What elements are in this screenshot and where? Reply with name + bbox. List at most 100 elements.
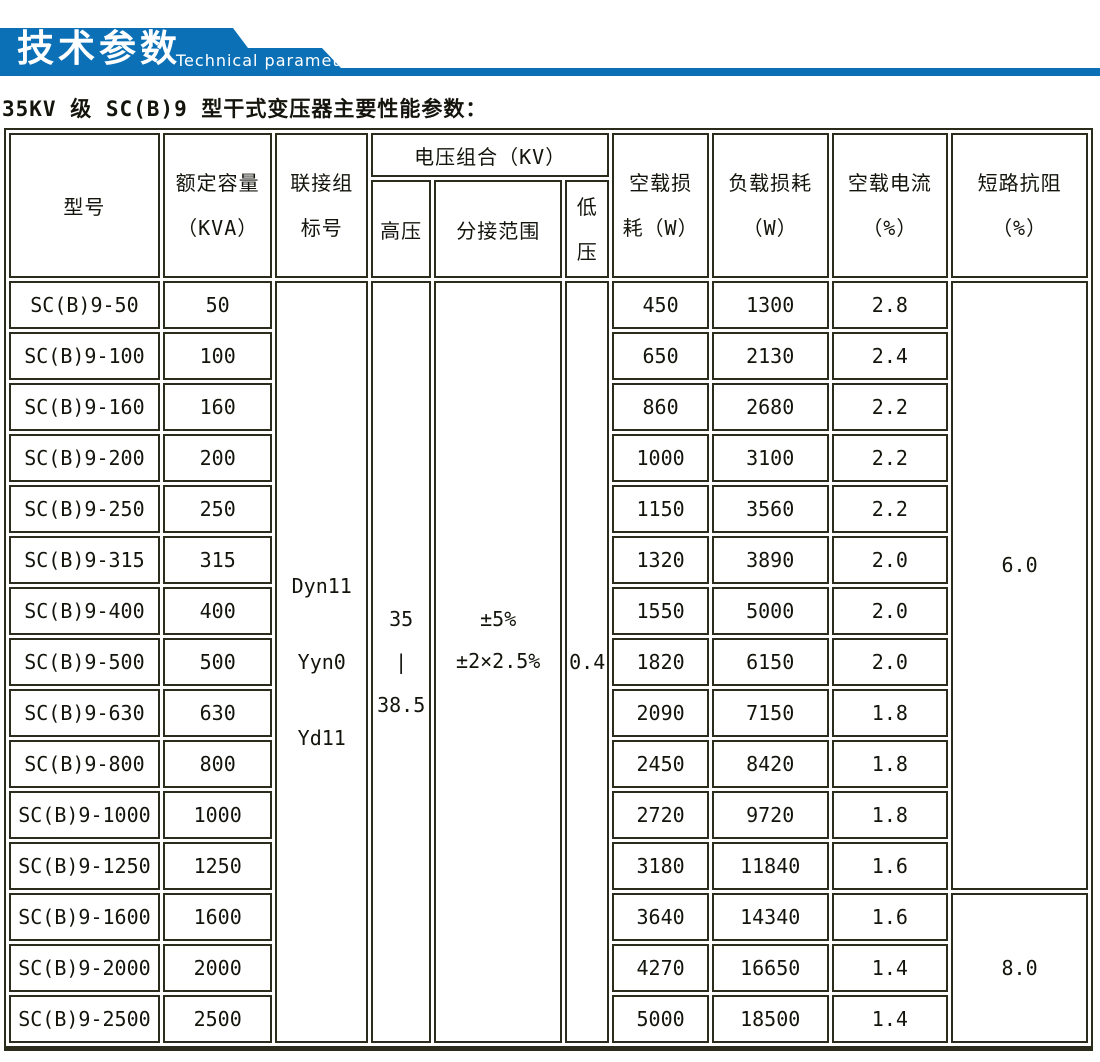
header-no-load-loss-line1: 空载损 [629,171,693,195]
cell-model: SC(B)9-2500 [9,995,160,1043]
cell-impedance: 8.0 [951,893,1088,1043]
spec-table: 型号 额定容量 （KVA） 联接组 标号 电压组合（KV） 空载损 耗（W） 负… [4,128,1093,1051]
table-row: SC(B)9-250 250 1150 3560 2.2 [9,485,1088,533]
cell-load-loss: 2130 [711,332,829,380]
cell-connection-group: Dyn11 Yyn0 Yd11 [275,281,368,1043]
cell-no-load-loss: 3180 [612,842,709,890]
cell-capacity: 50 [162,281,273,329]
cell-impedance-stack: 6.0 [953,554,1086,577]
cell-load-loss: 3100 [711,434,829,482]
cell-no-load-loss: 650 [612,332,709,380]
cell-no-load-current: 1.8 [831,791,949,839]
cell-no-load-loss: 1820 [612,638,709,686]
cell-no-load-current: 2.2 [831,434,949,482]
table-row: SC(B)9-630 630 2090 7150 1.8 [9,689,1088,737]
header-no-load-current-line2: （%） [862,216,918,240]
header-capacity: 额定容量 （KVA） [162,133,273,278]
table-row: SC(B)9-160 160 860 2680 2.2 [9,383,1088,431]
cell-high-voltage-stack: 35 | 38.5 [373,606,429,717]
cell-connection-group-line: Dyn11 [291,573,352,598]
cell-tap-range-line: ±5% [480,606,517,631]
header-capacity-line1: 额定容量 [175,171,260,195]
header-no-load-current-line1: 空载电流 [847,171,932,195]
cell-model: SC(B)9-160 [9,383,160,431]
header-connection-line2: 标号 [300,216,343,240]
cell-capacity: 2000 [162,944,273,992]
cell-load-loss: 14340 [711,893,829,941]
cell-connection-group-line: Yd11 [297,725,346,750]
banner-ribbon-shape [0,28,1100,76]
header-no-load-current: 空载电流 （%） [831,133,949,278]
cell-model: SC(B)9-800 [9,740,160,788]
cell-tap-range-stack: ±5% ±2×2.5% [436,606,560,673]
cell-no-load-current: 2.0 [831,536,949,584]
cell-connection-group-stack: Dyn11 Yyn0 Yd11 [277,573,366,750]
header-load-loss: 负载损耗 （W） [711,133,829,278]
table-row: SC(B)9-1600 1600 3640 14340 1.6 8.0 [9,893,1088,1043]
cell-no-load-loss: 860 [612,383,709,431]
cell-no-load-loss: 450 [612,281,709,329]
cell-low-voltage: 0.4 [565,281,610,1043]
cell-high-voltage-line: | [395,649,408,674]
table-row: SC(B)9-50 50 Dyn11 Yyn0 Yd11 35 | 38.5 ±5% ±2×2.5… [9,281,1088,1043]
cell-model: SC(B)9-2000 [9,944,160,992]
table-row: SC(B)9-500 500 1820 6150 2.0 [9,638,1088,686]
cell-capacity: 630 [162,689,273,737]
cell-capacity: 1600 [162,893,273,941]
cell-load-loss: 16650 [711,944,829,992]
header-connection-line1: 联接组 [290,171,354,195]
cell-model: SC(B)9-400 [9,587,160,635]
banner-title-en: Technical parameter [176,51,359,70]
table-row: SC(B)9-800 800 2450 8420 1.8 [9,740,1088,788]
table-row: SC(B)9-2000 2000 4270 16650 1.4 [9,944,1088,992]
cell-no-load-current: 2.0 [831,587,949,635]
cell-no-load-loss: 2720 [612,791,709,839]
cell-tap-range: ±5% ±2×2.5% [434,281,563,1043]
table-row: SC(B)9-200 200 1000 3100 2.2 [9,434,1088,482]
header-high-voltage: 高压 [371,180,432,278]
cell-model: SC(B)9-315 [9,536,160,584]
table-body: SC(B)9-50 50 Dyn11 Yyn0 Yd11 35 | 38.5 ±5% ±2×2.5… [9,281,1088,1043]
header-no-load-loss-line2: 耗（W） [622,216,699,240]
cell-capacity: 500 [162,638,273,686]
header-load-loss-line1: 负载损耗 [728,171,813,195]
header-impedance-line1: 短路抗阻 [977,171,1062,195]
cell-no-load-loss: 1550 [612,587,709,635]
cell-no-load-current: 2.2 [831,383,949,431]
cell-load-loss: 11840 [711,842,829,890]
header-low-voltage-line1: 低 [576,194,598,219]
banner-title-cn: 技术参数 [17,27,181,70]
header-impedance: 短路抗阻 （%） [951,133,1088,278]
cell-tap-range-line: ±2×2.5% [456,648,541,673]
cell-no-load-current: 2.8 [831,281,949,329]
cell-capacity: 1000 [162,791,273,839]
cell-model: SC(B)9-50 [9,281,160,329]
header-voltage-combo: 电压组合（KV） [371,133,610,177]
cell-no-load-loss: 4270 [612,944,709,992]
cell-load-loss: 1300 [711,281,829,329]
cell-no-load-current: 1.6 [831,842,949,890]
cell-model: SC(B)9-500 [9,638,160,686]
cell-no-load-current: 1.8 [831,689,949,737]
cell-impedance: 6.0 [951,281,1088,890]
banner: 技术参数 Technical parameter [0,0,1100,82]
cell-model: SC(B)9-1250 [9,842,160,890]
header-row-1: 型号 额定容量 （KVA） 联接组 标号 电压组合（KV） 空载损 耗（W） 负… [9,133,1088,278]
cell-high-voltage-line: 35 [389,606,414,631]
cell-model: SC(B)9-250 [9,485,160,533]
cell-no-load-loss: 5000 [612,995,709,1043]
cell-high-voltage-line: 38.5 [377,692,426,717]
cell-capacity: 800 [162,740,273,788]
cell-load-loss: 7150 [711,689,829,737]
cell-no-load-current: 1.6 [831,893,949,941]
cell-load-loss: 8420 [711,740,829,788]
header-impedance-line2: （%） [992,216,1048,240]
table-row: SC(B)9-315 315 1320 3890 2.0 [9,536,1088,584]
cell-no-load-loss: 2450 [612,740,709,788]
header-tap-range: 分接范围 [434,180,563,278]
cell-no-load-current: 1.4 [831,944,949,992]
table-header: 型号 额定容量 （KVA） 联接组 标号 电压组合（KV） 空载损 耗（W） 负… [9,133,1088,278]
cell-capacity: 100 [162,332,273,380]
table-row: SC(B)9-2500 2500 5000 18500 1.4 [9,995,1088,1043]
table-row: SC(B)9-1250 1250 3180 11840 1.6 [9,842,1088,890]
